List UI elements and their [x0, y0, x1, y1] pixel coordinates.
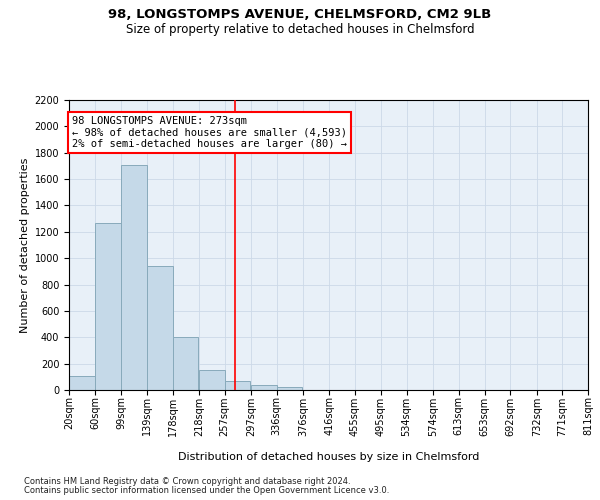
Bar [225, 381, 250, 390]
Text: Distribution of detached houses by size in Chelmsford: Distribution of detached houses by size … [178, 452, 479, 462]
Bar [147, 266, 173, 390]
Text: 98, LONGSTOMPS AVENUE, CHELMSFORD, CM2 9LB: 98, LONGSTOMPS AVENUE, CHELMSFORD, CM2 9… [109, 8, 491, 20]
Bar [121, 164, 146, 390]
Text: 98 LONGSTOMPS AVENUE: 273sqm
← 98% of detached houses are smaller (4,593)
2% of : 98 LONGSTOMPS AVENUE: 273sqm ← 98% of de… [72, 116, 347, 149]
Text: Contains public sector information licensed under the Open Government Licence v3: Contains public sector information licen… [24, 486, 389, 495]
Bar [251, 384, 277, 390]
Text: Size of property relative to detached houses in Chelmsford: Size of property relative to detached ho… [125, 22, 475, 36]
Text: Contains HM Land Registry data © Crown copyright and database right 2024.: Contains HM Land Registry data © Crown c… [24, 477, 350, 486]
Bar [199, 370, 225, 390]
Bar [69, 376, 95, 390]
Bar [277, 386, 302, 390]
Bar [173, 336, 199, 390]
Y-axis label: Number of detached properties: Number of detached properties [20, 158, 31, 332]
Bar [95, 224, 121, 390]
